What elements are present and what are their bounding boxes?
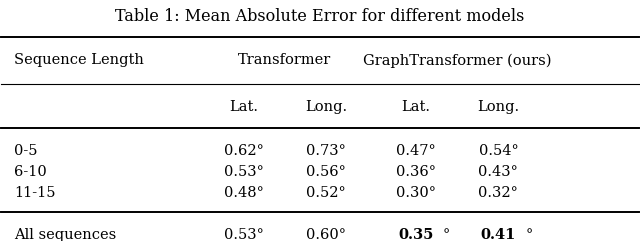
Text: 0.60°: 0.60° bbox=[307, 228, 346, 241]
Text: All sequences: All sequences bbox=[14, 228, 116, 241]
Text: 0.36°: 0.36° bbox=[396, 165, 436, 179]
Text: 0.73°: 0.73° bbox=[307, 144, 346, 158]
Text: 0.53°: 0.53° bbox=[223, 228, 264, 241]
Text: 0.62°: 0.62° bbox=[223, 144, 264, 158]
Text: Lat.: Lat. bbox=[401, 100, 430, 114]
Text: Long.: Long. bbox=[477, 100, 520, 114]
Text: 0.54°: 0.54° bbox=[479, 144, 518, 158]
Text: 0.43°: 0.43° bbox=[479, 165, 518, 179]
Text: 6-10: 6-10 bbox=[14, 165, 47, 179]
Text: 0.30°: 0.30° bbox=[396, 186, 436, 200]
Text: 0.53°: 0.53° bbox=[223, 165, 264, 179]
Text: 0.48°: 0.48° bbox=[223, 186, 264, 200]
Text: °: ° bbox=[442, 228, 450, 241]
Text: Lat.: Lat. bbox=[229, 100, 258, 114]
Text: 0.32°: 0.32° bbox=[479, 186, 518, 200]
Text: Long.: Long. bbox=[305, 100, 348, 114]
Text: Table 1: Mean Absolute Error for different models: Table 1: Mean Absolute Error for differe… bbox=[115, 8, 525, 25]
Text: 0.35: 0.35 bbox=[398, 228, 433, 241]
Text: Transformer: Transformer bbox=[238, 54, 332, 67]
Text: 0-5: 0-5 bbox=[14, 144, 38, 158]
Text: 0.56°: 0.56° bbox=[307, 165, 346, 179]
Text: 0.52°: 0.52° bbox=[307, 186, 346, 200]
Text: 0.41: 0.41 bbox=[481, 228, 516, 241]
Text: 11-15: 11-15 bbox=[14, 186, 56, 200]
Text: 0.47°: 0.47° bbox=[396, 144, 435, 158]
Text: °: ° bbox=[525, 228, 532, 241]
Text: Sequence Length: Sequence Length bbox=[14, 54, 144, 67]
Text: GraphTransformer (ours): GraphTransformer (ours) bbox=[363, 53, 551, 68]
